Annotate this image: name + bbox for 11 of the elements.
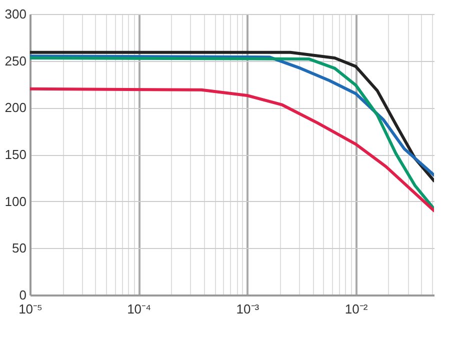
y-tick-label: 100 — [4, 194, 26, 209]
x-tick-label: 10⁻⁵ — [18, 302, 42, 316]
y-tick-label: 300 — [4, 6, 26, 22]
y-tick-label: 0 — [19, 288, 26, 302]
y-tick-label: 250 — [4, 53, 26, 68]
y-tick-label: 200 — [4, 100, 26, 116]
x-tick-label: 10⁻⁴ — [127, 302, 152, 316]
y-tick-label: 150 — [4, 147, 26, 162]
y-tick-label: 50 — [12, 240, 26, 256]
x-tick-label: 10⁻² — [344, 302, 368, 316]
x-tick-label: 10⁻³ — [236, 302, 260, 316]
